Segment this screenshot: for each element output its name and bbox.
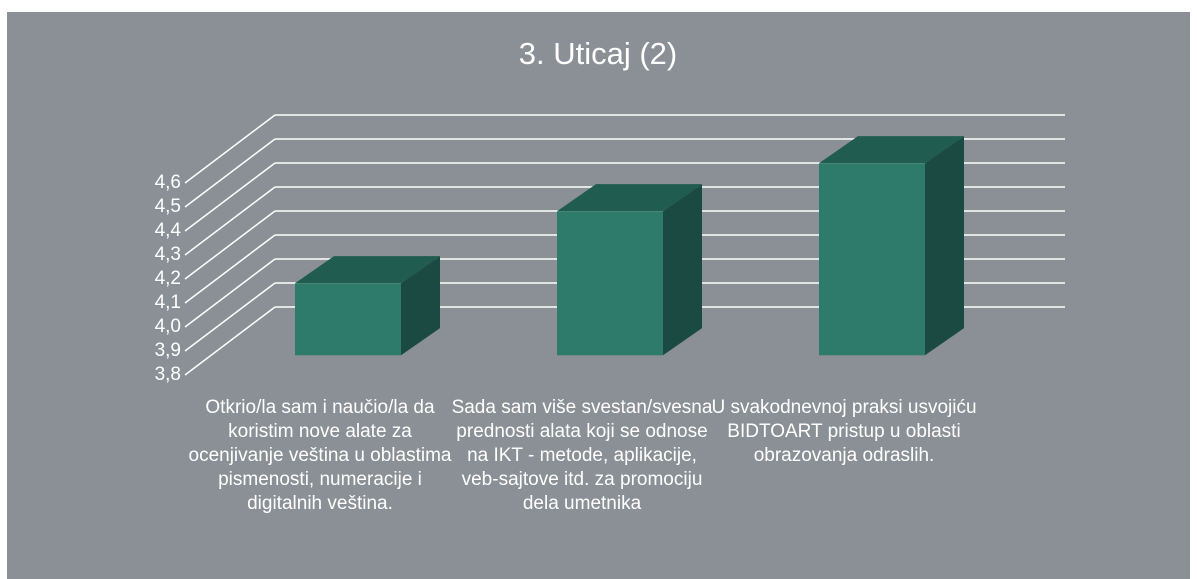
bar-side xyxy=(925,136,964,356)
y-tick-label: 4,2 xyxy=(155,268,181,289)
x-tick-label: U svakodnevnoj praksi usvojiću BIDTOART … xyxy=(711,397,977,466)
bar-side xyxy=(401,256,440,356)
bar-top xyxy=(295,256,440,284)
y-tick-label: 3,9 xyxy=(155,340,181,361)
grid-line xyxy=(184,306,276,376)
bar xyxy=(557,211,663,356)
chart-title: 3. Uticaj (2) xyxy=(519,36,677,71)
y-tick-label: 4,1 xyxy=(155,292,181,313)
grid-line xyxy=(184,210,276,280)
y-tick-label: 4,5 xyxy=(155,196,181,217)
y-tick-label: 4,4 xyxy=(155,220,182,241)
grid-line xyxy=(184,234,276,304)
grid-line xyxy=(184,282,276,352)
x-tick-label: Otkrio/la sam i naučio/la da koristim no… xyxy=(188,397,452,514)
grid-line xyxy=(184,258,276,328)
grid-line xyxy=(184,162,276,232)
bar-top xyxy=(819,136,964,164)
bar xyxy=(295,283,401,356)
bar xyxy=(819,163,925,356)
grid-line xyxy=(184,186,276,256)
bar-top xyxy=(557,184,702,212)
y-tick-label: 4,6 xyxy=(155,172,181,193)
y-tick-label: 4,0 xyxy=(155,316,181,337)
bar-side xyxy=(663,184,702,356)
y-tick-label: 4,3 xyxy=(155,244,181,265)
grid-line xyxy=(184,138,276,208)
grid-line xyxy=(184,114,276,184)
y-tick-label: 3,8 xyxy=(155,364,181,385)
x-tick-label: Sada sam više svestan/svesna prednosti a… xyxy=(451,397,713,514)
